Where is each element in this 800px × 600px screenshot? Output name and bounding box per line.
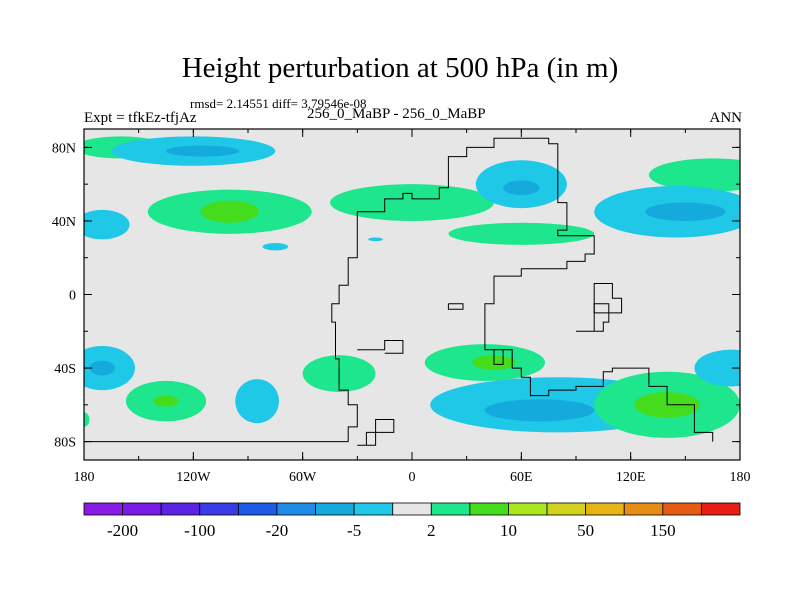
- colorbar-swatch: [353, 502, 394, 516]
- colorbar-swatch: [122, 502, 162, 516]
- center-subtitle: 256_0_MaBP - 256_0_MaBP: [307, 106, 486, 122]
- y-tick-label: 80S: [54, 436, 76, 451]
- negative-anomaly: [84, 209, 130, 240]
- negative-anomaly: [166, 145, 239, 157]
- x-tick-label: 180: [730, 470, 751, 485]
- chart-title: Height perturbation at 500 hPa (in m): [181, 52, 619, 84]
- positive-anomaly: [200, 200, 259, 223]
- negative-anomaly: [235, 379, 279, 424]
- x-tick-label: 180: [74, 470, 95, 485]
- colorbar-label: 150: [650, 521, 676, 540]
- coastline: [84, 137, 714, 443]
- colorbar-swatch: [430, 502, 471, 516]
- colorbar-swatch: [662, 502, 702, 516]
- colorbar-swatch: [199, 502, 239, 516]
- positive-anomaly: [448, 222, 595, 245]
- positive-anomaly: [84, 412, 90, 427]
- colorbar-label: 50: [577, 521, 594, 540]
- x-tick-label: 60E: [510, 470, 533, 485]
- x-tick-label: 120E: [616, 470, 646, 485]
- x-tick-label: 120W: [176, 470, 211, 485]
- colorbar-swatch: [623, 502, 664, 516]
- colorbar-swatch: [546, 502, 587, 516]
- colorbar-swatch: [315, 502, 355, 516]
- coastline: [493, 349, 504, 365]
- negative-anomaly: [368, 237, 383, 242]
- colorbar-label: -100: [184, 521, 215, 540]
- colorbar-swatch: [83, 502, 123, 516]
- x-tick-label: 60W: [289, 470, 317, 485]
- colorbar-swatch: [392, 502, 432, 516]
- colorbar-swatch: [276, 502, 316, 516]
- x-axis: 180 120W 60W 0 60E 120E 180: [74, 129, 751, 485]
- y-tick-label: 40S: [54, 362, 76, 377]
- stats-label: rmsd= 2.14551 diff= 3.79546e-08: [190, 96, 367, 111]
- colorbar-label: 10: [500, 521, 517, 540]
- coastline: [447, 303, 464, 310]
- positive-anomaly: [153, 395, 179, 407]
- negative-anomaly: [484, 399, 595, 422]
- coastline: [593, 283, 623, 314]
- coastline: [357, 340, 404, 354]
- colorbar: -200 -100 -20 -5 2 10 50 150: [83, 502, 741, 540]
- season-label: ANN: [709, 110, 743, 126]
- colorbar-swatch: [469, 502, 509, 516]
- negative-anomaly: [262, 243, 289, 251]
- colorbar-swatch: [701, 502, 741, 516]
- coastline: [357, 419, 395, 446]
- y-tick-label: 80N: [52, 141, 76, 156]
- continent-outlines: [84, 137, 714, 446]
- colorbar-swatch: [237, 502, 278, 516]
- colorbar-swatch: [160, 502, 201, 516]
- anomaly-fields: [84, 136, 740, 438]
- positive-anomaly: [330, 184, 494, 221]
- colorbar-label: -5: [347, 521, 361, 540]
- colorbar-label: -200: [107, 521, 138, 540]
- negative-anomaly: [89, 360, 115, 376]
- colorbar-label: 2: [427, 521, 436, 540]
- x-tick-label: 0: [409, 470, 416, 485]
- y-tick-label: 0: [69, 289, 76, 304]
- experiment-label: Expt = tfkEz-tfjAz: [84, 110, 197, 126]
- y-axis: 80N 40N 0 40S 80S: [52, 141, 740, 451]
- negative-anomaly: [503, 180, 540, 196]
- colorbar-swatch: [585, 502, 625, 516]
- negative-anomaly: [645, 202, 726, 221]
- positive-anomaly: [648, 158, 740, 192]
- negative-anomaly: [694, 349, 740, 387]
- y-tick-label: 40N: [52, 215, 76, 230]
- colorbar-label: -20: [266, 521, 289, 540]
- colorbar-swatch: [508, 502, 548, 516]
